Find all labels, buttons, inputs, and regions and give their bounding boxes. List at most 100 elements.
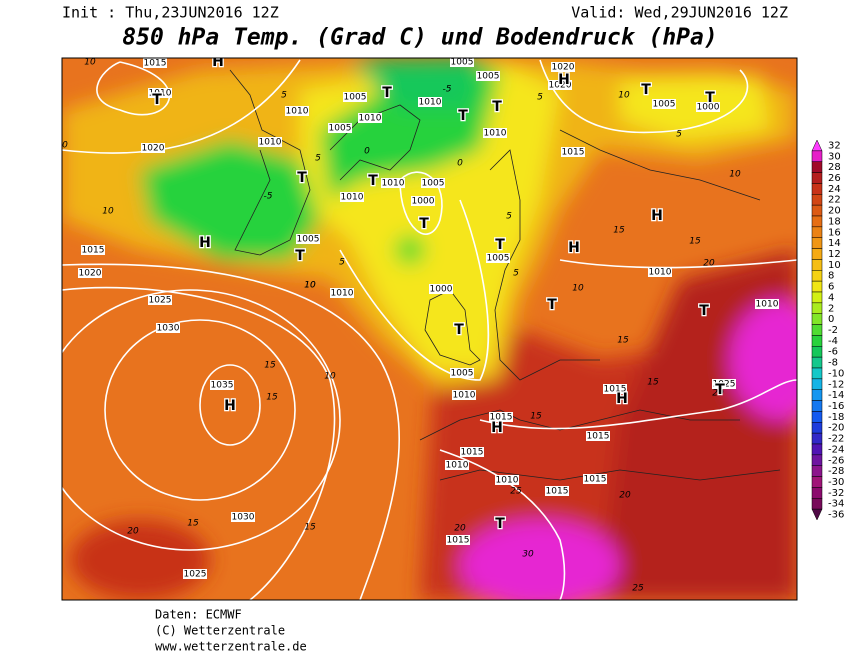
temperature-label: 10 <box>618 91 630 101</box>
temperature-label: 15 <box>530 412 542 422</box>
legend-label: 8 <box>828 271 834 282</box>
isobar-label-box <box>411 196 435 206</box>
temperature-label: 15 <box>689 237 701 247</box>
isobar-label: 1015 <box>604 385 627 395</box>
isobar-label-box <box>548 80 572 90</box>
legend-label: 4 <box>828 292 834 303</box>
temperature-label: 15 <box>617 336 629 346</box>
legend-swatch <box>811 487 823 499</box>
legend-label: 20 <box>828 206 841 217</box>
pressure-center: H <box>616 391 628 407</box>
legend-label: -18 <box>828 412 844 423</box>
legend-label: 24 <box>828 184 841 195</box>
legend-label: -8 <box>828 358 838 369</box>
isobar-label: 1010 <box>286 107 309 117</box>
isobar-label-box <box>446 535 470 545</box>
temperature-label: 10 <box>304 281 316 291</box>
copyright: (C) Wetterzentrale <box>155 624 285 638</box>
isobar-label: 1010 <box>331 289 354 299</box>
pressure-center: T <box>419 216 429 232</box>
isobar-label-box <box>258 137 282 147</box>
legend-swatch <box>811 400 823 412</box>
isobar-label-box <box>755 299 779 309</box>
isobar-label: 1025 <box>713 380 736 390</box>
temperature-label: 10 <box>102 207 114 217</box>
isobar-label-box <box>486 253 510 263</box>
legend-label: 2 <box>828 303 834 314</box>
temperature-label: 0 <box>62 141 68 151</box>
legend-label: 6 <box>828 282 834 293</box>
legend-swatch <box>811 194 823 206</box>
isobar-label: 1010 <box>484 129 507 139</box>
temperature-label: 15 <box>613 226 625 236</box>
pressure-center: H <box>558 72 570 88</box>
isobar-label-box <box>450 58 474 67</box>
temperature-label: 15 <box>647 378 659 388</box>
temperature-label: 20 <box>703 259 715 269</box>
isobar-label-box <box>148 88 172 98</box>
legend-label: -34 <box>828 499 844 510</box>
isobar-label: 1005 <box>653 100 676 110</box>
isobar-label-box <box>183 569 207 579</box>
temperature-label: 5 <box>537 93 543 103</box>
pressure-center: T <box>454 322 464 338</box>
isobar-label-box <box>696 102 720 112</box>
isobar-label: 1015 <box>584 475 607 485</box>
isobar-label-box <box>78 268 102 278</box>
isobar-label-box <box>421 178 445 188</box>
map-labels: 1015101010201015102010251030103510301025… <box>62 58 779 594</box>
legend-swatch <box>811 313 823 325</box>
temperature-label: 5 <box>339 258 345 268</box>
isobar-label-box <box>148 295 172 305</box>
legend-swatch <box>811 270 823 282</box>
valid-time: Valid: Wed,29JUN2016 12Z <box>571 4 788 22</box>
legend-swatch <box>811 356 823 369</box>
isobar-label: 1020 <box>549 81 572 91</box>
legend-swatch <box>811 302 823 314</box>
isobar-label-box <box>381 178 405 188</box>
isobar-label-box <box>285 106 309 116</box>
init-time: Init : Thu,23JUN2016 12Z <box>62 4 279 22</box>
legend-swatch <box>811 291 823 304</box>
isobar-label: 1020 <box>79 269 102 279</box>
isobar-label: 1005 <box>451 369 474 379</box>
pressure-center: T <box>495 237 505 253</box>
isobar-label-box <box>603 384 627 394</box>
isobar-label: 1015 <box>490 413 513 423</box>
isobar-label: 1015 <box>461 448 484 458</box>
isobar-label: 1020 <box>142 144 165 154</box>
pressure-center: T <box>715 382 725 398</box>
legend-label: 16 <box>828 227 841 238</box>
isobar-label: 1015 <box>82 246 105 256</box>
temperature-label: 15 <box>304 523 316 533</box>
isobar-label: 1025 <box>184 570 207 580</box>
legend-swatch <box>811 226 823 238</box>
isobar-label-box <box>156 323 180 333</box>
color-legend: 32302826242220181614121086420-2-4-6-8-10… <box>811 139 844 521</box>
pressure-center: T <box>705 90 715 106</box>
legend-swatch <box>811 508 823 521</box>
legend-label: -22 <box>828 434 844 445</box>
pressure-center: H <box>491 420 503 436</box>
isobar-label-box <box>141 143 165 153</box>
legend-swatch <box>811 443 823 456</box>
isobar-label: 1010 <box>359 114 382 124</box>
isobar-label: 1015 <box>587 432 610 442</box>
legend-label: 30 <box>828 151 841 162</box>
legend-swatch <box>811 204 823 217</box>
pressure-center: T <box>699 303 709 319</box>
isobar-label: 1010 <box>446 461 469 471</box>
legend-label: -26 <box>828 455 844 466</box>
isobar-label: 1005 <box>329 124 352 134</box>
temperature-label: 10 <box>304 281 316 291</box>
isobar-label: 1005 <box>422 179 445 189</box>
pressure-center: T <box>458 108 468 124</box>
isobar-label: 1015 <box>546 487 569 497</box>
isobar-label-box <box>712 379 736 389</box>
map-field: 1015101010201015102010251030103510301025… <box>62 58 797 600</box>
isobar-label-box <box>586 431 610 441</box>
legend-swatch <box>811 335 823 347</box>
isobar-label-box <box>648 267 672 277</box>
isobar-label-box <box>358 113 382 123</box>
legend-swatch <box>811 280 823 293</box>
